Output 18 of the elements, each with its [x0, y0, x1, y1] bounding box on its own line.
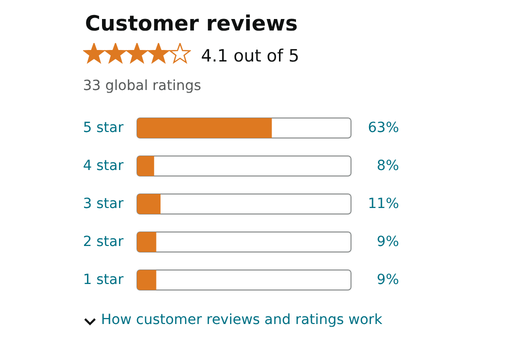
y-tick-label: 3 star: [83, 196, 124, 212]
data-label: 9%: [376, 272, 399, 288]
bar: [137, 156, 154, 176]
bar: [137, 270, 156, 290]
bar: [137, 232, 156, 252]
y-tick-label: 4 star: [83, 158, 124, 174]
chart-title: Customer reviews: [85, 12, 298, 36]
text: How customer reviews and ratings work: [101, 312, 384, 328]
chart-subtitle: 4.1 out of 5: [201, 46, 300, 66]
y-tick-label: 2 star: [83, 234, 124, 250]
text: 33 global ratings: [83, 78, 202, 94]
bar: [137, 194, 161, 214]
y-tick-label: 5 star: [83, 120, 124, 136]
y-tick-label: 1 star: [83, 272, 124, 288]
data-label: 8%: [376, 158, 399, 174]
data-label: 11%: [368, 196, 399, 212]
data-label: 9%: [376, 234, 399, 250]
data-label: 63%: [368, 120, 399, 136]
